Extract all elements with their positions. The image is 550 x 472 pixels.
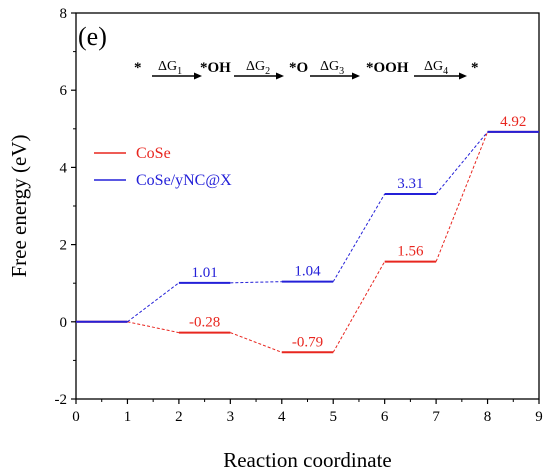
data-labels: -0.28 -0.79 1.56 4.92 1.01 1.04 3.31 xyxy=(189,114,526,350)
scheme-species-4: * xyxy=(471,60,479,76)
connector-0-3 xyxy=(435,131,489,262)
connector-0-1 xyxy=(230,332,282,353)
data-label-0-3: 1.56 xyxy=(397,244,424,260)
scheme-step-1-symbol: ΔG xyxy=(158,59,177,74)
scheme-step-3: ΔG3 xyxy=(320,59,344,77)
scheme-step-1: ΔG1 xyxy=(158,59,182,77)
y-tick-label-3: 4 xyxy=(60,160,68,176)
scheme-step-1-sub: 1 xyxy=(177,66,182,77)
scheme-arrow-3 xyxy=(310,72,360,80)
x-tick-label-8: 8 xyxy=(484,409,492,425)
legend-label-cose: CoSe xyxy=(136,145,171,162)
x-tick-label-7: 7 xyxy=(432,409,440,425)
scheme-step-2-sub: 2 xyxy=(265,66,270,77)
x-tick-label-4: 4 xyxy=(278,409,286,425)
y-tick-label-0: -2 xyxy=(55,392,68,408)
x-tick-label-1: 1 xyxy=(124,409,132,425)
connector-1-1 xyxy=(230,281,282,284)
x-tick-label-0: 0 xyxy=(72,409,80,425)
y-tick-label-2: 2 xyxy=(60,238,68,254)
scheme-step-4: ΔG4 xyxy=(424,59,448,77)
scheme-arrow-4 xyxy=(414,72,467,80)
x-tick-label-6: 6 xyxy=(381,409,389,425)
scheme-arrow-1 xyxy=(152,72,202,80)
connector-0-0 xyxy=(127,321,179,334)
connector-0-2 xyxy=(332,261,386,353)
data-label-0-2: -0.79 xyxy=(292,334,323,350)
legend-label-cose-ync: CoSe/yNC@X xyxy=(136,172,232,189)
data-label-1-2: 1.04 xyxy=(294,264,321,280)
connector-1-0 xyxy=(127,282,180,323)
scheme-step-3-sub: 3 xyxy=(339,66,344,77)
scheme-step-3-symbol: ΔG xyxy=(320,59,339,74)
y-tick-label-1: 0 xyxy=(60,315,68,331)
scheme-species-0: * xyxy=(134,60,142,76)
x-tick-label-2: 2 xyxy=(175,409,183,425)
scheme-step-2: ΔG2 xyxy=(246,59,270,77)
scheme-step-4-sub: 4 xyxy=(443,66,448,77)
scheme-species-1: *OH xyxy=(200,60,231,76)
y-tick-label-4: 6 xyxy=(60,83,68,99)
y-axis-title: Free energy (eV) xyxy=(7,134,31,277)
scheme-step-4-symbol: ΔG xyxy=(424,59,443,74)
x-axis-title: Reaction coordinate xyxy=(223,448,392,472)
scheme-step-2-symbol: ΔG xyxy=(246,59,265,74)
connector-1-2 xyxy=(332,193,386,282)
x-tick-label-3: 3 xyxy=(227,409,235,425)
data-label-0-4: 4.92 xyxy=(500,114,526,130)
y-tick-label-5: 8 xyxy=(60,6,68,22)
data-label-0-1: -0.28 xyxy=(189,315,220,331)
legend: CoSe CoSe/yNC@X xyxy=(94,145,232,189)
connector-lines xyxy=(127,131,489,353)
scheme-species-2: *O xyxy=(289,60,308,76)
data-label-1-1: 1.01 xyxy=(191,265,217,281)
data-label-1-3: 3.31 xyxy=(397,176,423,192)
x-tick-label-9: 9 xyxy=(535,409,543,425)
connector-1-3 xyxy=(435,131,488,195)
scheme-species-3: *OOH xyxy=(366,60,409,76)
x-tick-label-5: 5 xyxy=(329,409,337,425)
reaction-scheme: * *OH *O *OOH * ΔG1 ΔG2 ΔG3 ΔG4 xyxy=(134,59,479,80)
panel-label: (e) xyxy=(78,22,107,51)
scheme-arrow-2 xyxy=(234,72,284,80)
energy-levels xyxy=(76,130,539,354)
